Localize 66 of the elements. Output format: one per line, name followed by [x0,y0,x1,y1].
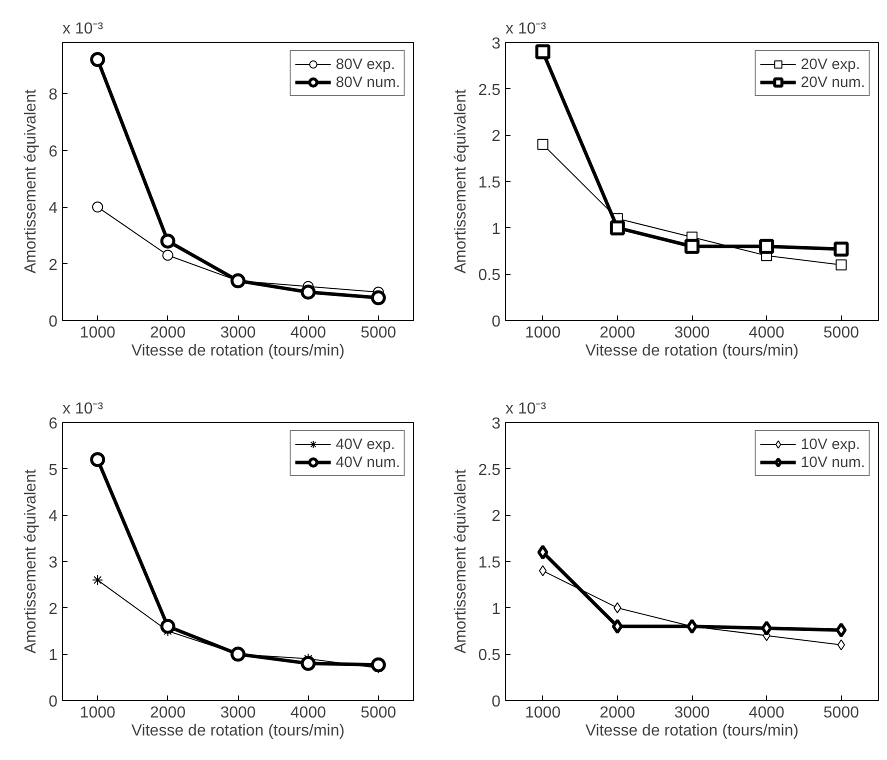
y-tick-label: 2 [48,256,58,274]
y-tick-label: 1 [492,220,501,238]
text: x 10⁻³ [62,20,104,38]
y-tick-label: 2 [48,600,58,618]
x-tick-label: 2000 [150,704,186,722]
x-axis-title: Vitesse de rotation (tours/min) [585,342,799,360]
x-tick-label: 1000 [80,324,116,342]
x-tick-label: 4000 [290,324,326,342]
x-tick-label: 5000 [360,704,396,722]
y-tick-label: 3 [48,554,58,572]
x-tick-label: 4000 [290,704,326,722]
text: x 10⁻³ [506,400,547,418]
y-tick-label: 1.5 [478,174,501,192]
x-tick-label: 2000 [600,704,636,722]
y-tick-label: 0 [48,314,58,330]
x-tick-label: 1000 [525,704,561,722]
x-tick-label: 3000 [674,704,710,722]
y-tick-label: 1 [48,647,58,664]
y-tick-label: 2 [492,128,501,146]
y-tick-label: 2.5 [478,462,501,479]
y-tick-label: 5 [48,462,58,479]
x-axis-title: Vitesse de rotation (tours/min) [585,722,799,740]
y-tick-label: 3 [492,36,501,52]
x-tick-label: 1000 [525,324,561,342]
y-tick-label: 2.5 [478,82,501,99]
x-tick-label: 5000 [823,324,860,342]
x-tick-label: 5000 [823,704,860,722]
y-tick-label: 4 [48,200,58,218]
x-axis-title: Vitesse de rotation (tours/min) [131,722,345,740]
y-tick-label: 1.5 [478,554,501,572]
x-tick-label: 2000 [600,324,636,342]
text: x 10⁻³ [62,400,104,418]
y-tick-label: 0 [492,694,501,710]
y-tick-label: 0.5 [478,267,501,284]
y-tick-label: 3 [492,416,501,432]
legend-label: 20V exp. [800,55,860,73]
y-tick-label: 4 [48,508,58,526]
y-tick-label: 1 [492,600,501,618]
y-tick-label: 0.5 [478,647,501,664]
legend-label: 40V exp. [336,435,395,453]
y-tick-label: 2 [492,508,501,526]
x-tick-label: 3000 [674,324,710,342]
legend-label: 40V num. [336,453,400,471]
x-tick-label: 2000 [150,324,186,342]
x-axis-title: Vitesse de rotation (tours/min) [131,342,345,360]
legend-label: 10V exp. [800,435,860,453]
y-axis-title: Amortissement équivalent [452,88,470,274]
y-tick-label: 8 [48,86,58,104]
x-tick-label: 5000 [360,324,396,342]
y-axis-title: Amortissement équivalent [22,468,40,654]
y-axis-title: Amortissement équivalent [452,468,470,654]
text: x 10⁻³ [506,20,547,38]
y-tick-label: 0 [48,694,58,710]
legend-label: 80V num. [336,73,400,91]
legend-label: 80V exp. [336,55,395,73]
x-tick-label: 4000 [748,704,784,722]
y-axis-title: Amortissement équivalent [22,88,40,274]
x-tick-label: 3000 [220,704,256,722]
legend-label: 10V num. [800,453,865,471]
legend-label: 20V num. [800,73,865,91]
y-tick-label: 6 [48,143,58,160]
x-tick-label: 3000 [220,324,256,342]
x-tick-label: 1000 [80,704,116,722]
y-tick-label: 6 [48,416,58,432]
y-tick-label: 0 [492,314,501,330]
x-tick-label: 4000 [748,324,784,342]
